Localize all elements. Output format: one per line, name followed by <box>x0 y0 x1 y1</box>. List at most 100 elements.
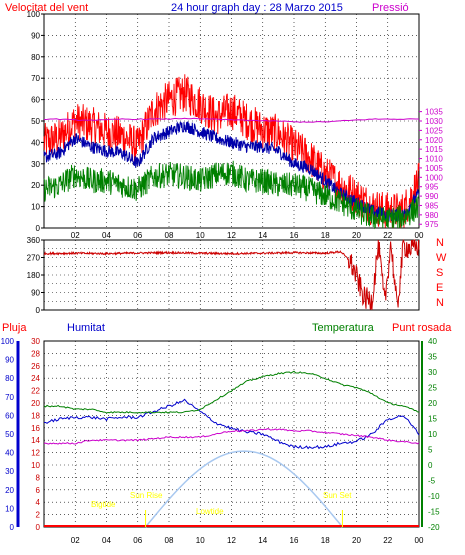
wind-panel-x-axis: 02 04 06 08 10 12 14 16 18 20 22 00 <box>71 231 424 240</box>
bigtide-label: Bigtide <box>91 500 116 509</box>
wind-speed-tick-label: 20 <box>31 181 40 190</box>
humidity-tick-label: 10 <box>5 504 14 513</box>
temperature-tick-label: -15 <box>428 508 440 517</box>
compass-label: E <box>436 282 443 294</box>
wind-x-tick-label: 08 <box>165 231 174 240</box>
pressure-title: Pressió <box>372 2 409 14</box>
dewpoint-title: Punt rosada <box>392 322 452 334</box>
pressure-tick-label: 1010 <box>425 155 443 164</box>
pressure-tick-label: 990 <box>425 192 439 201</box>
temperature-x-tick-label: 16 <box>290 536 299 545</box>
temperature-tick-label: 40 <box>428 337 437 346</box>
wind-speed-tick-label: 60 <box>31 96 40 105</box>
sunrise-label: Sun Rise <box>130 491 163 500</box>
wind-panel-series <box>43 74 420 230</box>
humidity-axis: 0 10 20 30 40 50 60 70 80 90 100 <box>1 337 20 532</box>
humidity-tick-label: 70 <box>5 393 14 402</box>
wind-x-tick-label: 06 <box>133 231 142 240</box>
sun-arc <box>145 450 343 528</box>
wind-x-tick-label: 10 <box>196 231 205 240</box>
wind-speed-tick-label: 90 <box>31 31 40 40</box>
sun-annotations: Bigtide Sun Rise Lowtide Sun Set <box>91 491 352 527</box>
temperature-x-tick-label: 00 <box>415 536 424 545</box>
wind-minimum-line <box>43 160 420 230</box>
temperature-tick-label: -20 <box>428 523 440 532</box>
dewpoint-line <box>43 428 420 445</box>
sun-path <box>145 450 343 528</box>
temperature-x-tick-label: 02 <box>71 536 80 545</box>
wind-speed-axis: 0 10 20 30 40 50 60 70 80 90 100 <box>27 10 44 233</box>
pressure-tick-label: 1020 <box>425 136 443 145</box>
humidity-tick-label: 40 <box>5 449 14 458</box>
direction-tick-label: 360 <box>27 236 41 245</box>
wind-x-tick-label: 14 <box>258 231 267 240</box>
temperature-x-tick-label: 14 <box>258 536 267 545</box>
wind-x-tick-label: 18 <box>321 231 330 240</box>
temperature-panel-x-axis: 02 04 06 08 10 12 14 16 18 20 22 00 <box>71 536 424 545</box>
wind-x-tick-label: 04 <box>102 231 111 240</box>
humidity-tick-label: 50 <box>5 430 14 439</box>
wind-speed-title: Velocitat del vent <box>5 2 88 14</box>
chart-title: 24 hour graph day : 28 Marzo 2015 <box>171 2 343 14</box>
pressure-tick-label: 1025 <box>425 126 443 135</box>
humidity-line <box>43 398 420 450</box>
temperature-tick-label: 25 <box>428 384 437 393</box>
wind-speed-tick-label: 70 <box>31 74 40 83</box>
pressure-tick-label: 985 <box>425 201 439 210</box>
direction-degree-axis: 0 90 180 270 360 <box>27 236 44 315</box>
direction-tick-label: 270 <box>27 254 41 263</box>
temperature-panel-grid <box>44 341 420 527</box>
wind-x-tick-label: 02 <box>71 231 80 240</box>
pressure-tick-label: 1005 <box>425 164 443 173</box>
temperature-tick-label: -10 <box>428 492 440 501</box>
pressure-axis: 9759809859909951000100510101015102010251… <box>419 108 443 229</box>
temperature-x-tick-label: 12 <box>227 536 236 545</box>
wind-speed-tick-label: 0 <box>36 224 41 233</box>
wind-speed-tick-label: 50 <box>31 117 40 126</box>
rain-tick-label: 4 <box>36 498 41 507</box>
wind-x-tick-label: 00 <box>415 231 424 240</box>
wind-x-tick-label: 20 <box>352 231 361 240</box>
sunset-label: Sun Set <box>323 491 352 500</box>
wind-speed-tick-label: 30 <box>31 160 40 169</box>
wind-speed-tick-label: 80 <box>31 53 40 62</box>
humidity-tick-label: 90 <box>5 356 14 365</box>
rain-tick-label: 18 <box>31 411 40 420</box>
humidity-tick-label: 0 <box>10 523 15 532</box>
temperature-tick-label: 10 <box>428 430 437 439</box>
rain-tick-label: 0 <box>36 523 41 532</box>
wind-x-tick-label: 22 <box>383 231 392 240</box>
direction-tick-label: 0 <box>36 306 41 315</box>
wind-average-line <box>43 121 420 222</box>
pressure-tick-label: 995 <box>425 183 439 192</box>
direction-tick-label: 90 <box>31 289 40 298</box>
temperature-x-tick-label: 20 <box>352 536 361 545</box>
temperature-tick-label: 0 <box>428 461 433 470</box>
temperature-tick-label: -5 <box>428 477 436 486</box>
pressure-tick-label: 975 <box>425 220 439 229</box>
humidity-tick-label: 80 <box>5 374 14 383</box>
lowtide-label: Lowtide <box>196 507 224 516</box>
temperature-x-tick-label: 10 <box>196 536 205 545</box>
rain-tick-label: 10 <box>31 461 40 470</box>
temperature-line <box>43 370 420 414</box>
compass-label: N <box>436 297 444 309</box>
rain-tick-label: 14 <box>31 436 40 445</box>
humidity-tick-label: 60 <box>5 411 14 420</box>
direction-panel-series <box>43 239 420 311</box>
temperature-axis: -20 -15 -10 -5 0 5 10 15 20 25 30 35 40 <box>421 337 440 532</box>
rain-tick-label: 8 <box>36 473 41 482</box>
rain-tick-label: 30 <box>31 337 40 346</box>
humidity-tick-label: 30 <box>5 467 14 476</box>
temperature-tick-label: 15 <box>428 415 437 424</box>
temperature-panel-series <box>43 370 420 527</box>
wind-x-tick-label: 12 <box>227 231 236 240</box>
temperature-x-tick-label: 04 <box>102 536 111 545</box>
pressure-tick-label: 1030 <box>425 117 443 126</box>
pressure-tick-label: 1000 <box>425 173 443 182</box>
